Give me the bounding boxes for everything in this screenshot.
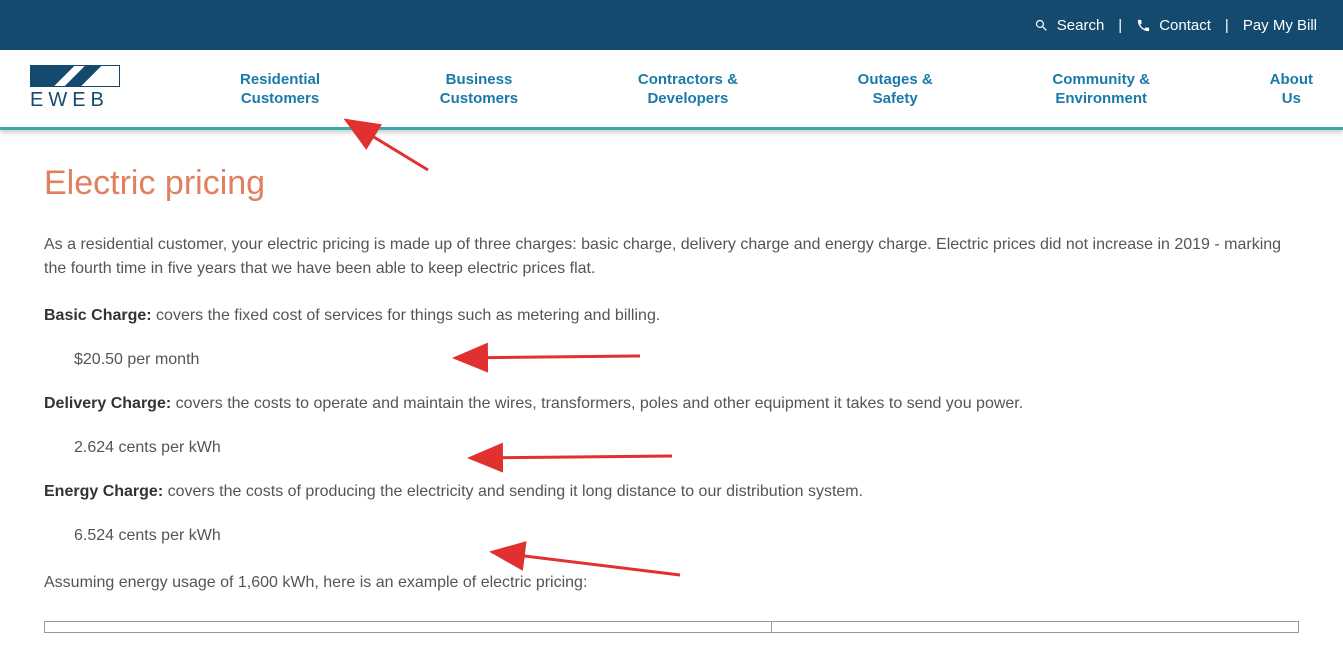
nav-about[interactable]: About Us xyxy=(1270,70,1313,108)
nav-outages[interactable]: Outages & Safety xyxy=(858,70,933,108)
pay-bill-link[interactable]: Pay My Bill xyxy=(1239,17,1321,34)
search-link[interactable]: Search xyxy=(1030,17,1109,34)
assumption-text: Assuming energy usage of 1,600 kWh, here… xyxy=(44,571,1299,595)
energy-charge-block: Energy Charge: covers the costs of produ… xyxy=(44,483,1299,545)
energy-charge-value: 6.524 cents per kWh xyxy=(44,527,1299,545)
intro-text: As a residential customer, your electric… xyxy=(44,233,1299,281)
energy-charge-label: Energy Charge: xyxy=(44,483,163,500)
delivery-charge-desc: covers the costs to operate and maintain… xyxy=(171,395,1023,412)
main-content: Electric pricing As a residential custom… xyxy=(0,130,1343,633)
phone-icon xyxy=(1136,18,1151,33)
logo-graphic xyxy=(30,65,120,87)
basic-charge-label: Basic Charge: xyxy=(44,307,152,324)
logo-text: EWEB xyxy=(30,87,120,113)
delivery-charge-label: Delivery Charge: xyxy=(44,395,171,412)
main-nav-bar: EWEB Residential Customers Business Cust… xyxy=(0,50,1343,130)
nav-links: Residential Customers Business Customers… xyxy=(120,70,1313,108)
energy-charge-desc: covers the costs of producing the electr… xyxy=(163,483,863,500)
delivery-charge-block: Delivery Charge: covers the costs to ope… xyxy=(44,395,1299,457)
search-label: Search xyxy=(1057,17,1105,34)
pay-bill-label: Pay My Bill xyxy=(1243,17,1317,34)
utility-top-bar: Search | Contact | Pay My Bill xyxy=(0,0,1343,50)
basic-charge-value: $20.50 per month xyxy=(44,351,1299,369)
contact-link[interactable]: Contact xyxy=(1132,17,1215,34)
pricing-table xyxy=(44,621,1299,633)
basic-charge-block: Basic Charge: covers the fixed cost of s… xyxy=(44,307,1299,369)
separator: | xyxy=(1215,17,1239,34)
nav-community[interactable]: Community & Environment xyxy=(1052,70,1150,108)
delivery-charge-value: 2.624 cents per kWh xyxy=(44,439,1299,457)
separator: | xyxy=(1108,17,1132,34)
site-logo[interactable]: EWEB xyxy=(30,65,120,113)
basic-charge-desc: covers the fixed cost of services for th… xyxy=(152,307,661,324)
search-icon xyxy=(1034,18,1049,33)
contact-label: Contact xyxy=(1159,17,1211,34)
page-title: Electric pricing xyxy=(44,164,1299,203)
nav-contractors[interactable]: Contractors & Developers xyxy=(638,70,738,108)
nav-residential[interactable]: Residential Customers xyxy=(240,70,320,108)
nav-business[interactable]: Business Customers xyxy=(440,70,518,108)
